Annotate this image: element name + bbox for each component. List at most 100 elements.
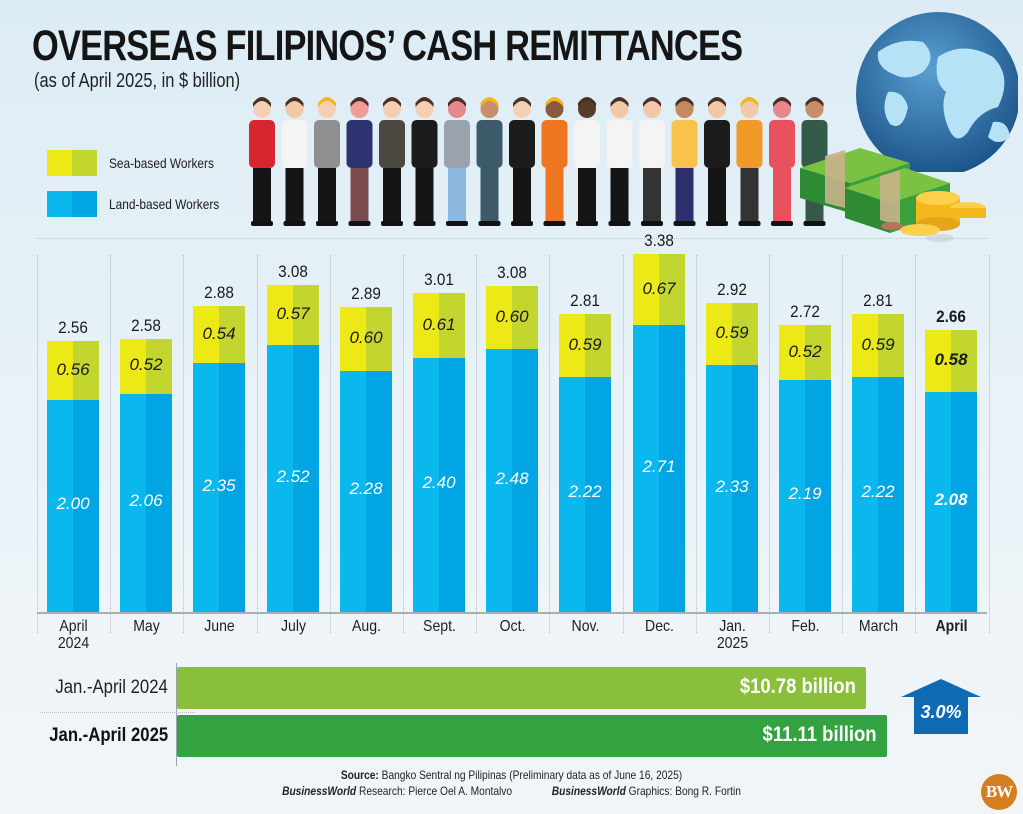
column-separator: [623, 255, 624, 633]
total-value-label: 2.81: [863, 291, 893, 311]
bar-segment-land: [633, 325, 685, 612]
land-value-label: 2.33: [715, 476, 749, 496]
bar-segment-land: [486, 349, 538, 612]
legend-item-land: Land-based Workers: [47, 191, 239, 217]
x-axis-label-line1: June: [203, 618, 235, 635]
sea-value-label: 0.58: [934, 350, 968, 370]
bar-segment-land: [779, 380, 831, 612]
source-note: Source: Bangko Sentral ng Pilipinas (Pre…: [77, 768, 947, 782]
sea-value-label: 0.52: [788, 341, 822, 361]
legend-swatch-sea: [47, 150, 97, 176]
column-separator: [989, 255, 990, 633]
bar-segment-sea: [340, 307, 392, 371]
bar-segment-land: [120, 393, 172, 612]
sea-value-label: 0.52: [129, 355, 163, 375]
ytd-axis-line: [176, 663, 177, 766]
bar-segment-land: [340, 370, 392, 612]
sea-value-label: 0.67: [642, 278, 676, 298]
research-credit: Research: Pierce Oel A. Montalvo: [358, 784, 513, 798]
land-value-label: 2.71: [642, 456, 676, 476]
column-separator: [915, 255, 916, 633]
bar-segment-sea: [413, 293, 465, 358]
land-value-label: 2.22: [568, 482, 602, 502]
growth-percent: 3.0%: [920, 702, 962, 722]
bar-segment-sea: [559, 314, 611, 377]
bar-segment-sea: [193, 305, 245, 364]
x-axis-label: July: [261, 618, 325, 635]
ytd-value-2025: $11.11 billion: [762, 723, 877, 746]
total-value-label: 3.38: [644, 231, 674, 251]
total-value-label: 3.08: [278, 261, 308, 281]
land-value-label: 2.48: [495, 468, 529, 488]
x-axis-label: April: [919, 618, 983, 635]
column-separator: [330, 255, 331, 633]
legend-label-sea: Sea-based Workers: [109, 155, 214, 171]
bar-segment-land: [852, 376, 904, 612]
total-value-label: 2.66: [936, 307, 966, 327]
chart-subtitle: (as of April 2025, in $ billion): [34, 70, 241, 92]
x-axis-label-line1: Sept.: [422, 618, 456, 635]
column-separator: [769, 255, 770, 633]
x-axis-label: May: [114, 618, 178, 635]
sea-value-label: 0.59: [568, 334, 602, 354]
chart-title: OVERSEAS FILIPINOS’ CASH REMITTANCES: [32, 22, 743, 70]
x-axis-label: June: [187, 618, 251, 635]
x-axis-label-line1: Oct.: [499, 618, 525, 635]
legend-item-sea: Sea-based Workers: [47, 150, 232, 176]
land-value-label: 2.35: [202, 475, 236, 495]
x-axis-label: Aug.: [334, 618, 398, 635]
x-axis-line: [37, 612, 987, 614]
source-label: Source:: [340, 768, 379, 782]
sea-value-label: 0.59: [715, 323, 749, 342]
column-separator: [842, 255, 843, 633]
x-axis-label: Jan. 2025: [700, 618, 764, 652]
research-brand: BusinessWorld: [282, 784, 357, 798]
x-axis-label-line2: 2024: [57, 635, 89, 652]
x-axis-label-line1: Feb.: [790, 618, 820, 635]
land-value-label: 2.08: [934, 489, 968, 509]
sea-value-label: 0.61: [422, 314, 456, 334]
bar-segment-sea: [486, 285, 538, 350]
land-value-label: 2.28: [349, 479, 383, 499]
x-axis-label: Oct.: [480, 618, 544, 635]
bar-segment-sea: [633, 254, 685, 325]
bar-segment-land: [413, 357, 465, 612]
bar-segment-sea: [925, 330, 977, 392]
ytd-label-2024: Jan.-April 2024: [55, 677, 168, 698]
x-axis-label: Dec.: [627, 618, 691, 635]
x-axis-label: Feb.: [773, 618, 837, 635]
sea-value-label: 0.56: [56, 359, 90, 379]
ytd-bar-2024: $10.78 billion: [177, 667, 866, 709]
column-separator: [696, 255, 697, 633]
legend-swatch-land: [47, 191, 97, 217]
ytd-dotted-divider: [40, 712, 195, 713]
column-separator: [183, 255, 184, 633]
total-value-label: 3.01: [424, 270, 454, 290]
total-value-label: 2.92: [717, 279, 747, 299]
total-value-label: 3.08: [497, 262, 527, 282]
total-value-label: 2.89: [351, 284, 381, 303]
total-value-label: 2.72: [790, 302, 820, 321]
bar-segment-sea: [47, 340, 99, 401]
x-axis-label-line1: July: [280, 618, 306, 635]
x-axis-label-line1: Aug.: [351, 618, 381, 635]
ytd-value-2024: $10.78 billion: [739, 675, 856, 698]
land-value-label: 2.19: [788, 484, 822, 504]
column-separator: [257, 255, 258, 633]
source-text: Bangko Sentral ng Pilipinas (Preliminary…: [378, 768, 683, 782]
x-axis-label-line1: April: [58, 618, 88, 635]
bar-segment-land: [706, 365, 758, 612]
bar-segment-land: [267, 345, 319, 612]
bar-segment-land: [925, 391, 977, 612]
x-axis-label: March: [846, 618, 910, 635]
sea-value-label: 0.60: [495, 306, 529, 326]
bar-segment-land: [47, 400, 99, 612]
bar-segment-land: [193, 363, 245, 612]
column-separator: [476, 255, 477, 633]
sea-value-label: 0.57: [276, 303, 310, 323]
x-axis-label-line1: Dec.: [644, 618, 674, 635]
sea-value-label: 0.60: [349, 327, 383, 347]
x-axis-label-line1: Jan.: [718, 618, 746, 635]
sea-value-label: 0.59: [861, 334, 895, 354]
bar-segment-land: [559, 376, 611, 612]
